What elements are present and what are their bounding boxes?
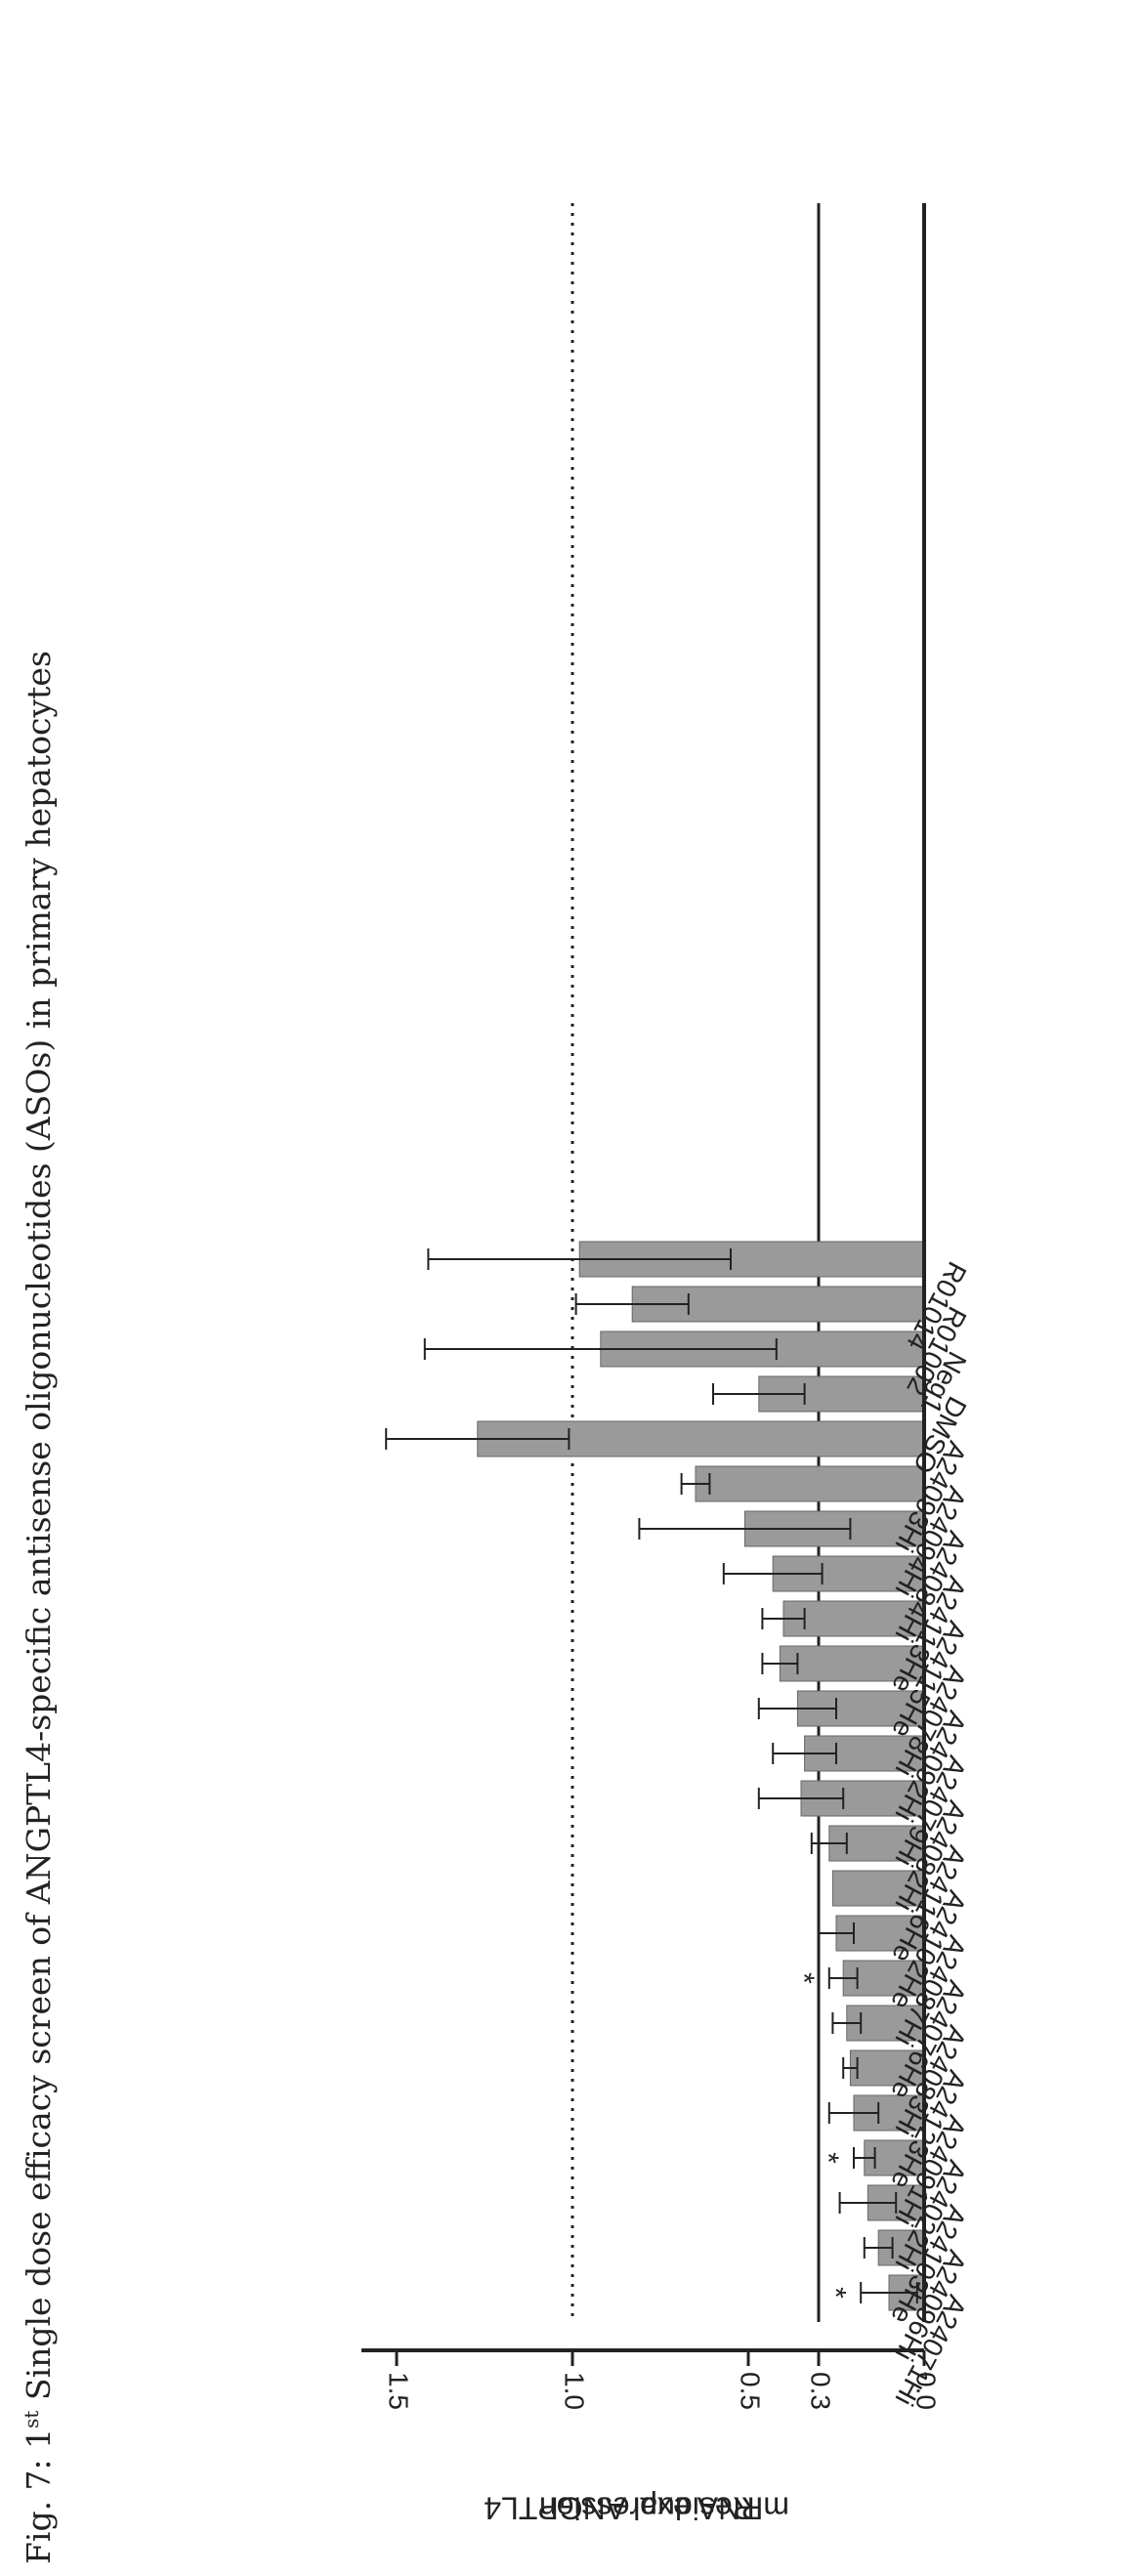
bar — [831, 1870, 925, 1907]
value-tick-label: 1.5 — [384, 2372, 414, 2410]
significance-star: * — [812, 2152, 844, 2164]
value-tick-label: 0.0 — [911, 2372, 942, 2410]
value-tick-label: 0.3 — [806, 2372, 836, 2410]
bar — [779, 1645, 925, 1682]
bar — [695, 1465, 925, 1502]
significance-star: * — [819, 2287, 851, 2299]
value-tick-label: 0.5 — [736, 2372, 766, 2410]
axis-title-line: mRNA expression — [539, 2491, 789, 2526]
significance-star: * — [787, 1972, 820, 1984]
axis-title-line: Residual ANGPTL4 — [484, 2491, 754, 2526]
value-tick-label: 1.0 — [560, 2372, 590, 2410]
